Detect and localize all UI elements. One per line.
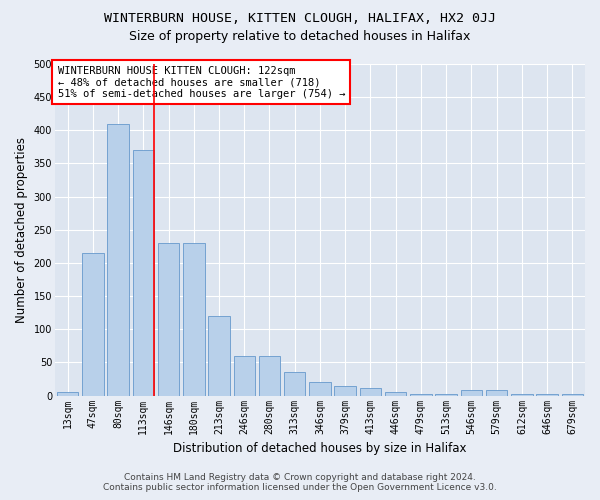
Bar [385,392,406,396]
Text: WINTERBURN HOUSE, KITTEN CLOUGH, HALIFAX, HX2 0JJ: WINTERBURN HOUSE, KITTEN CLOUGH, HALIFAX… [104,12,496,26]
Bar [183,243,205,396]
Bar [233,356,255,396]
Bar [133,150,154,396]
Bar [82,253,104,396]
Bar [511,394,533,396]
Bar [107,124,129,396]
Bar [57,392,79,396]
Bar [562,394,583,396]
Bar [360,388,381,396]
Bar [486,390,508,396]
X-axis label: Distribution of detached houses by size in Halifax: Distribution of detached houses by size … [173,442,467,455]
Bar [158,243,179,396]
Bar [536,394,558,396]
Bar [334,386,356,396]
Bar [436,394,457,396]
Bar [208,316,230,396]
Bar [309,382,331,396]
Text: WINTERBURN HOUSE KITTEN CLOUGH: 122sqm
← 48% of detached houses are smaller (718: WINTERBURN HOUSE KITTEN CLOUGH: 122sqm ←… [58,66,345,99]
Y-axis label: Number of detached properties: Number of detached properties [15,137,28,323]
Bar [284,372,305,396]
Bar [259,356,280,396]
Text: Contains HM Land Registry data © Crown copyright and database right 2024.
Contai: Contains HM Land Registry data © Crown c… [103,473,497,492]
Bar [461,390,482,396]
Text: Size of property relative to detached houses in Halifax: Size of property relative to detached ho… [130,30,470,43]
Bar [410,394,431,396]
